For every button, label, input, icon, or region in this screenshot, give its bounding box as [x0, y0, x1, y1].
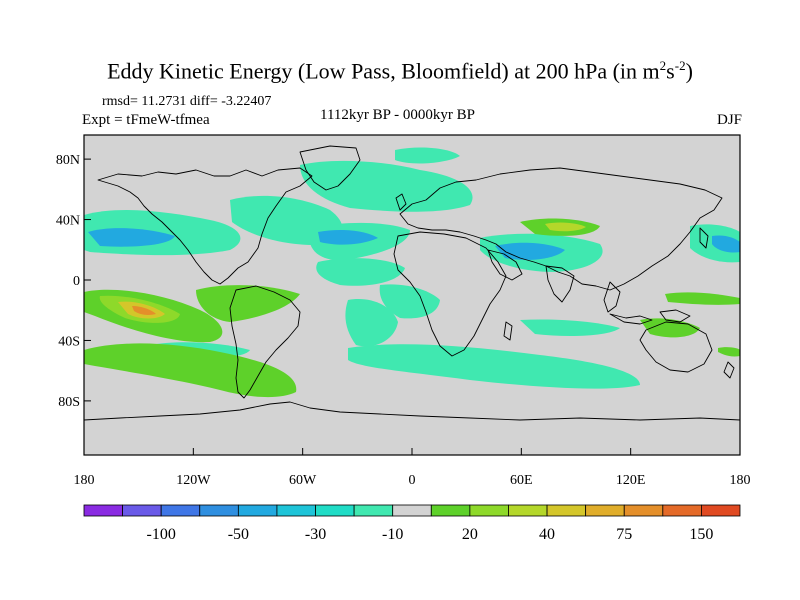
coastline-antarctica [84, 401, 740, 421]
colorbar-label: -100 [147, 526, 176, 543]
colorbar-label: 40 [539, 526, 555, 543]
period-label: 1112kyr BP - 0000kyr BP [320, 107, 476, 123]
experiment-label: Expt = tFmeW-tfmea [82, 112, 210, 128]
lat-tick-label: 80N [56, 153, 80, 168]
coastline-indonesia-1 [609, 313, 653, 325]
lon-tick-label: 120E [616, 473, 646, 488]
colorbar-swatch [585, 504, 625, 517]
contour-teal-north-atlantic [300, 160, 473, 212]
lon-tick-label: 180 [730, 473, 751, 488]
colorbar-swatch [701, 504, 741, 517]
coastline-australia [639, 321, 713, 373]
colorbar-swatch [508, 504, 548, 517]
colorbar-label: -10 [382, 526, 403, 543]
longitude-axis: 180 120W 60W 0 60E 120E 180 [74, 448, 751, 488]
coastline-new-zealand [723, 361, 735, 379]
contour-green-west-pacific [665, 292, 740, 305]
lat-tick-label: 40S [58, 334, 80, 349]
colorbar-swatch [546, 504, 587, 517]
colorbar-swatch [392, 504, 432, 517]
colorbar-label: 150 [689, 526, 713, 543]
coastline-north-america [97, 167, 313, 285]
contour-yellow-east-asia-jet [545, 222, 586, 232]
contour-blue-east-pacific [712, 235, 740, 253]
colorbar: -100 -50 -30 -10 20 40 75 150 [83, 504, 741, 543]
chart-title: Eddy Kinetic Energy (Low Pass, Bloomfiel… [107, 58, 693, 84]
coastline-greenland [299, 145, 361, 191]
contour-teal-southern-ocean [348, 344, 640, 389]
colorbar-label: -50 [228, 526, 249, 543]
colorbar-label: 75 [616, 526, 632, 543]
anomaly-contours [84, 147, 740, 398]
lat-tick-label: 40N [56, 214, 80, 229]
rmsd-diff-stats: rmsd= 11.2731 diff= -3.22407 [102, 94, 272, 109]
coastline-madagascar [503, 321, 513, 341]
coastline-south-america [229, 285, 301, 399]
coastline-eurasia [399, 167, 723, 291]
lat-tick-label: 0 [73, 274, 80, 289]
lon-tick-label: 180 [74, 473, 95, 488]
lon-tick-label: 120W [176, 473, 211, 488]
contour-teal-indian-ocean [520, 319, 620, 336]
colorbar-swatch [83, 504, 123, 517]
colorbar-swatch [623, 504, 664, 517]
coastline-arabia [487, 249, 523, 281]
coastline-india [545, 265, 575, 303]
colorbar-label: 20 [462, 526, 478, 543]
contour-blue-north-pacific [88, 228, 175, 247]
colorbar-swatch [160, 504, 201, 517]
lon-tick-label: 60W [289, 473, 317, 488]
coastlines [84, 145, 740, 421]
contour-green-south-pacific [84, 343, 297, 398]
contour-green-central-america [196, 285, 300, 322]
coastline-africa [393, 231, 507, 357]
contour-orange-tropical-pacific [132, 306, 156, 315]
contour-green-tasman [718, 347, 740, 357]
latitude-axis: 80N 40N 0 40S 80S [56, 153, 91, 410]
contour-teal-tropical-atlantic [316, 258, 405, 286]
lon-tick-label: 60E [510, 473, 533, 488]
colorbar-swatch [315, 504, 355, 517]
lon-tick-label: 0 [409, 473, 416, 488]
colorbar-swatch [430, 504, 471, 517]
coastline-indonesia-2 [659, 309, 691, 323]
colorbar-swatch [469, 504, 509, 517]
coastline-japan [699, 227, 709, 249]
contour-teal-arctic [395, 147, 460, 164]
colorbar-swatch [199, 504, 239, 517]
colorbar-swatch [353, 504, 394, 517]
colorbar-swatch [276, 504, 316, 517]
colorbar-swatch [122, 504, 162, 517]
lat-tick-label: 80S [58, 395, 80, 410]
colorbar-swatch [237, 504, 278, 517]
season-label: DJF [716, 112, 742, 128]
contour-green-australia [640, 318, 700, 338]
contour-blue-asia [495, 242, 565, 260]
coastline-se-asia [603, 281, 621, 313]
contour-teal-south-atlantic [345, 299, 398, 347]
colorbar-swatch [662, 504, 702, 517]
colorbar-label: -30 [305, 526, 326, 543]
contour-blue-atlantic [318, 230, 378, 245]
coastline-british-isles [395, 193, 407, 211]
